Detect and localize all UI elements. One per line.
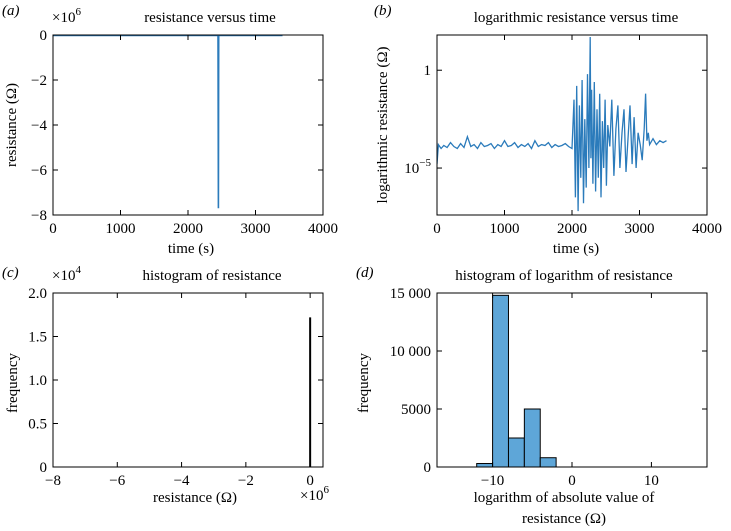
panel-c-title: histogram of resistance xyxy=(142,268,281,284)
panel-b-plot: 0 1000 2000 3000 4000 1 10−5 xyxy=(404,34,722,237)
panel-c-xtick-label: −2 xyxy=(238,473,254,489)
panel-c-xlabel: resistance (Ω) xyxy=(153,490,237,506)
panel-c-xtick-label: 0 xyxy=(306,473,314,489)
panel-a-ylabel: resistance (Ω) xyxy=(4,83,20,167)
panel-d-bar xyxy=(539,457,557,468)
panel-d-frame xyxy=(436,292,708,468)
panel-c-ytick-label: 2.0 xyxy=(28,286,47,302)
panel-b-xtick-label: 1000 xyxy=(490,221,520,237)
panel-c-ytick-label: 0 xyxy=(40,460,48,476)
panel-c-ylabel: frequency xyxy=(5,353,21,413)
panel-b-frame xyxy=(436,34,708,216)
panel-d-bar xyxy=(523,408,541,468)
panel-a-frame xyxy=(52,34,324,216)
panel-c-xtick-label: −8 xyxy=(45,473,61,489)
panel-d-xlabel-line2: resistance (Ω) xyxy=(522,511,606,527)
panel-c-ytick-label: 1.0 xyxy=(28,373,47,389)
panel-c-y-multiplier: ×104 xyxy=(52,264,81,284)
panel-d-ytick-label: 10 000 xyxy=(390,344,431,360)
panel-c-xtick-label: −4 xyxy=(174,473,190,489)
panel-a-xtick-label: 3000 xyxy=(241,221,271,237)
panel-d-xtick-label: −10 xyxy=(481,473,504,489)
panel-b-series-line xyxy=(437,36,667,212)
panel-b: (b) logarithmic resistance versus time l… xyxy=(374,3,722,257)
panel-a-ytick-label: −8 xyxy=(31,208,47,224)
panel-b-xtick-label: 2000 xyxy=(557,221,587,237)
panel-d-ytick-label: 5000 xyxy=(401,402,431,418)
panel-d-bar xyxy=(476,463,494,468)
panel-a-letter: (a) xyxy=(2,3,20,19)
panel-b-ytick-label: 10−5 xyxy=(404,157,431,177)
panel-c-plot: −8 −6 −4 −2 0 0 0.5 1.0 1.5 2.0 xyxy=(28,286,324,489)
panel-a-xtick-label: 1000 xyxy=(106,221,136,237)
panel-d-ytick-label: 0 xyxy=(424,460,432,476)
panel-a-xtick-label: 2000 xyxy=(173,221,203,237)
panel-b-ylabel: logarithmic resistance (Ω) xyxy=(375,47,391,204)
panel-d: (d) histogram of logarithm of resistance… xyxy=(356,265,708,527)
panel-b-ytick-label: 1 xyxy=(424,63,432,79)
panel-a-y-multiplier: ×106 xyxy=(52,6,81,26)
panel-b-xlabel: time (s) xyxy=(553,241,599,257)
panel-d-xtick-label: 10 xyxy=(644,473,659,489)
panel-a: (a) resistance versus time ×106 resistan… xyxy=(2,3,338,257)
panel-a-plot: 0 1000 2000 3000 4000 0 −2 −4 −6 −8 xyxy=(31,28,338,237)
panel-d-bar xyxy=(507,437,525,468)
panel-c-xtick-label: −6 xyxy=(109,473,125,489)
panel-a-xtick-label: 0 xyxy=(49,221,57,237)
panel-a-ytick-label: 0 xyxy=(40,28,48,44)
panel-d-bar xyxy=(492,294,509,468)
panel-a-xtick-label: 4000 xyxy=(308,221,338,237)
panel-c-ytick-label: 0.5 xyxy=(28,417,47,433)
panel-d-plot: −10 0 10 0 5000 10 000 15 000 xyxy=(390,286,708,489)
panel-c-ytick-label: 1.5 xyxy=(28,330,47,346)
panel-b-xtick-label: 0 xyxy=(433,221,441,237)
panel-a-ytick-label: −2 xyxy=(31,73,47,89)
panel-b-xtick-label: 3000 xyxy=(625,221,655,237)
panel-a-series-line xyxy=(53,34,283,209)
panel-d-letter: (d) xyxy=(356,265,374,281)
panel-c-letter: (c) xyxy=(2,265,19,281)
panel-a-xlabel: time (s) xyxy=(168,241,214,257)
panel-d-title: histogram of logarithm of resistance xyxy=(455,268,673,284)
panel-a-ytick-label: −6 xyxy=(31,163,47,179)
panel-a-ytick-label: −4 xyxy=(31,118,47,134)
panel-d-ytick-label: 15 000 xyxy=(390,286,431,302)
panel-a-title: resistance versus time xyxy=(144,10,276,26)
panel-d-ylabel: frequency xyxy=(356,353,372,413)
panel-d-xlabel: logarithm of absolute value of xyxy=(474,490,655,506)
panel-d-xtick-label: 0 xyxy=(568,473,576,489)
panel-c: (c) histogram of resistance ×104 ×106 fr… xyxy=(2,264,329,506)
panel-b-title: logarithmic resistance versus time xyxy=(474,10,679,26)
panel-c-frame xyxy=(52,292,324,468)
panel-b-xtick-label: 4000 xyxy=(692,221,722,237)
panel-c-x-multiplier: ×106 xyxy=(300,484,329,504)
panel-b-letter: (b) xyxy=(374,3,392,19)
